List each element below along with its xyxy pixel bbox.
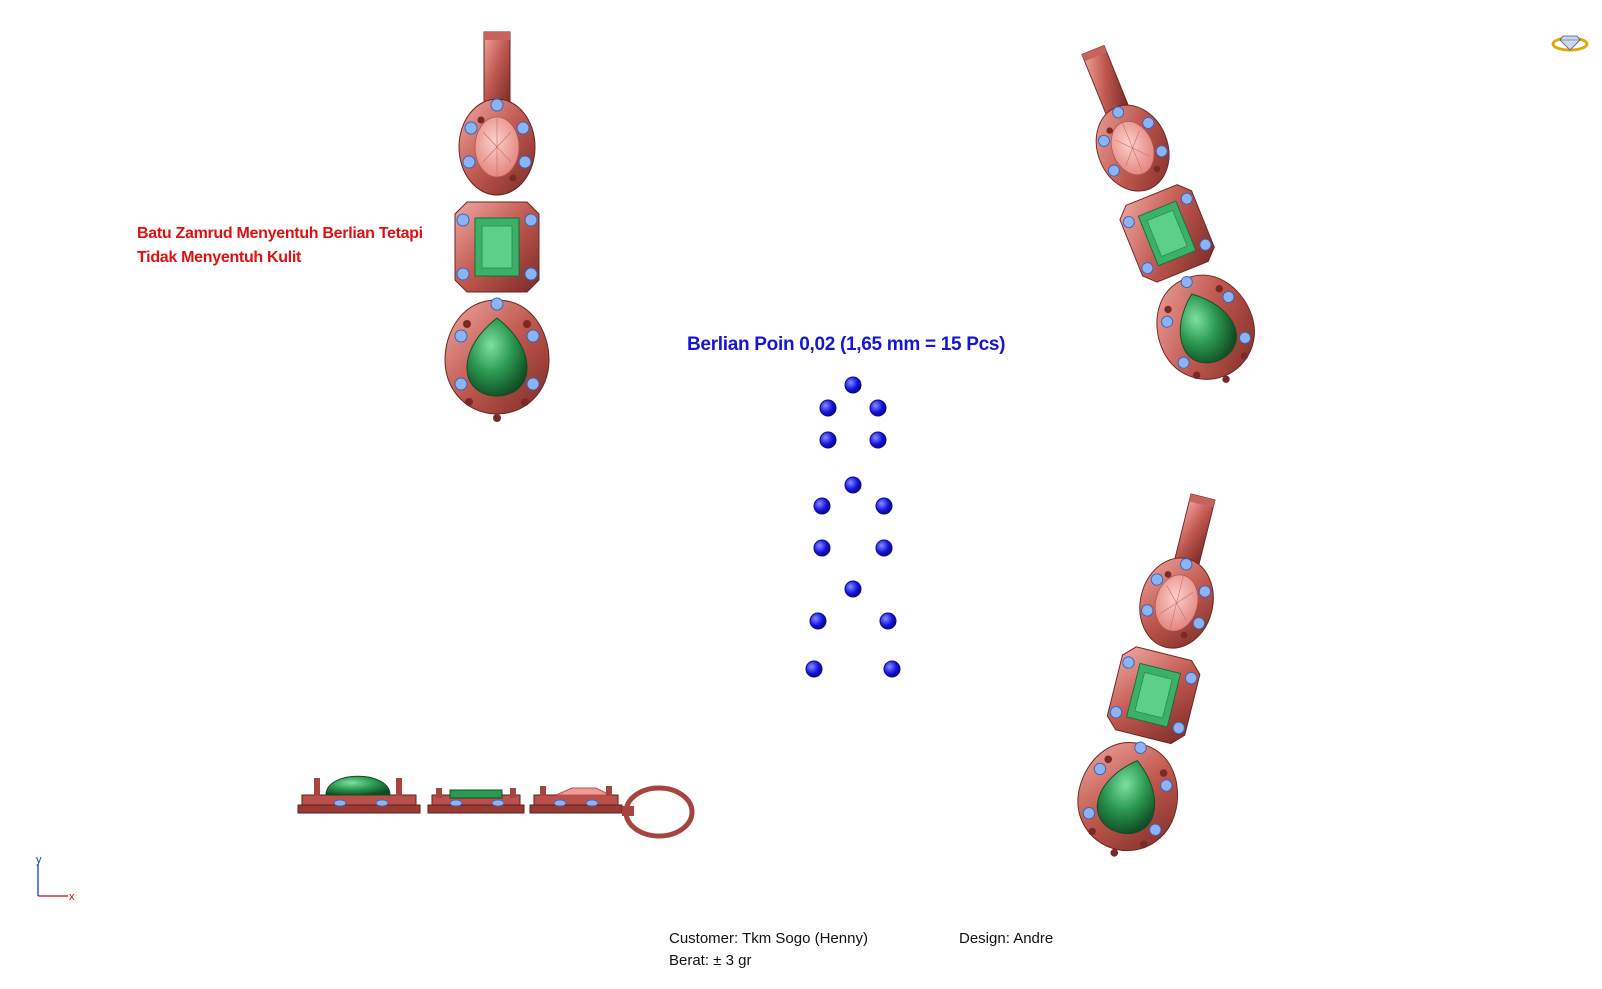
axis-y-label: y	[36, 854, 42, 866]
diamond-dot	[813, 497, 831, 515]
diamond-dot	[813, 539, 831, 557]
diamond-dot	[844, 580, 862, 598]
diamond-dot	[819, 431, 837, 449]
pendant-side-view	[297, 775, 695, 839]
diamond-layout	[805, 376, 901, 678]
title-block: Customer: Tkm Sogo (Henny) Berat: ± 3 gr…	[669, 928, 1053, 972]
pendant-front-view	[444, 31, 550, 423]
pendant-perspective-view-bottom	[1064, 484, 1252, 869]
diamond-spec-title: Berlian Poin 0,02 (1,65 mm = 15 Pcs)	[687, 334, 1006, 355]
diamond-dot	[869, 431, 887, 449]
diamond-dot	[875, 539, 893, 557]
diamond-dot	[819, 399, 837, 417]
stone-annotation: Batu Zamrud Menyentuh Berlian Tetapi Tid…	[137, 222, 423, 270]
design-label: Design: Andre	[959, 930, 1054, 947]
diamond-dot	[809, 612, 827, 630]
annotation-line-2: Tidak Menyentuh Kulit	[137, 249, 302, 266]
pendant-perspective-view-top	[1048, 31, 1273, 402]
diamond-dot	[805, 660, 823, 678]
annotation-line-1: Batu Zamrud Menyentuh Berlian Tetapi	[137, 225, 423, 242]
diamond-dot	[869, 399, 887, 417]
diamond-dot	[883, 660, 901, 678]
customer-label: Customer: Tkm Sogo (Henny)	[669, 930, 868, 947]
axis-indicator-icon: y x	[36, 854, 75, 903]
diamond-dot	[844, 376, 862, 394]
ring-diamond-icon[interactable]	[1551, 35, 1589, 52]
diamond-dot	[879, 612, 897, 630]
diamond-dot	[844, 476, 862, 494]
weight-label: Berat: ± 3 gr	[669, 952, 752, 969]
diamond-dot	[875, 497, 893, 515]
axis-x-label: x	[69, 891, 75, 903]
